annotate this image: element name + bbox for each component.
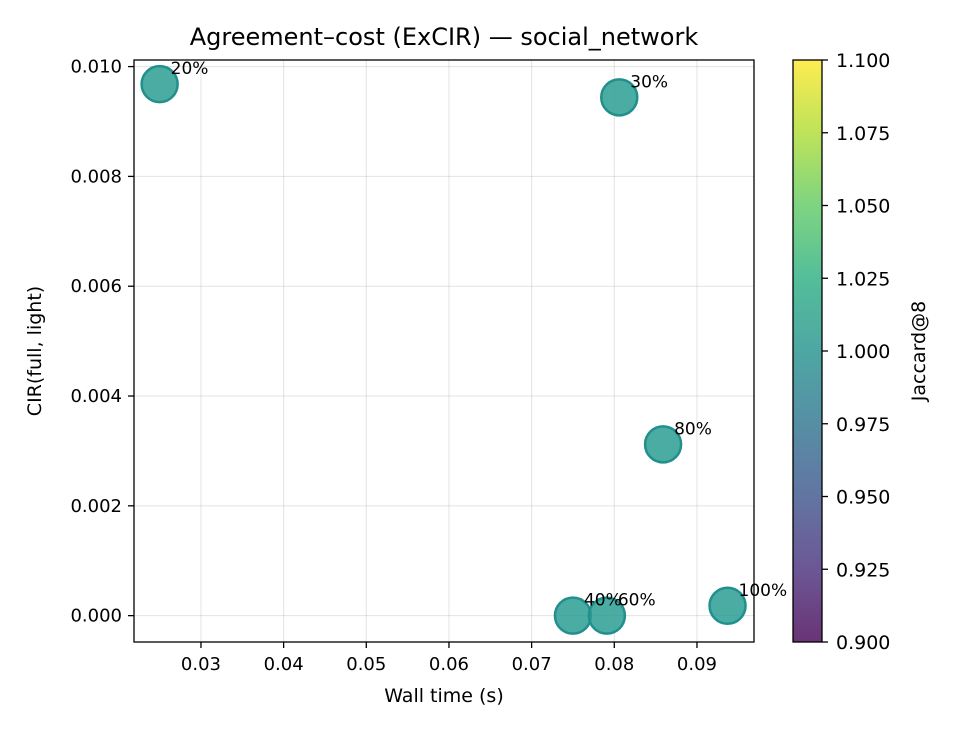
data-points <box>140 64 747 635</box>
point-label: 30% <box>630 72 668 92</box>
colorbar-tick-label: 1.075 <box>836 123 890 145</box>
x-axis-label: Wall time (s) <box>384 685 504 707</box>
colorbar-tick-label: 0.950 <box>836 487 890 509</box>
colorbar-label: Jaccard@8 <box>908 301 930 402</box>
colorbar-tick-label: 1.100 <box>836 50 890 72</box>
point-label: 20% <box>171 59 209 79</box>
point-label: 40% <box>584 591 622 611</box>
scatter-point <box>140 64 179 104</box>
x-tick-label: 0.04 <box>264 654 304 675</box>
point-label: 80% <box>674 419 712 439</box>
colorbar-tick-label: 1.050 <box>836 196 890 218</box>
point-label: 100% <box>739 581 788 601</box>
x-tick-label: 0.08 <box>594 654 634 675</box>
y-axis-label: CIR(full, light) <box>24 286 46 416</box>
plot-area-frame <box>133 59 755 643</box>
x-axis-ticks: 0.03 0.04 0.05 0.06 0.07 0.08 0.09 <box>181 642 717 675</box>
x-tick-label: 0.09 <box>677 654 717 675</box>
colorbar-tick-label: 0.900 <box>836 632 890 654</box>
x-tick-label: 0.06 <box>429 654 469 675</box>
x-tick-label: 0.05 <box>346 654 386 675</box>
y-tick-label: 0.004 <box>70 386 122 407</box>
colorbar-tick-label: 0.925 <box>836 559 890 581</box>
point-labels: 20% 30% 80% 40%60% 100% <box>171 59 788 610</box>
point-label: 60% <box>618 591 656 611</box>
y-tick-label: 0.008 <box>70 166 122 187</box>
y-tick-label: 0.002 <box>70 496 122 517</box>
y-tick-label: 0.010 <box>70 57 122 78</box>
colorbar-ticks: 0.900 0.925 0.950 0.975 1.000 1.025 1.050 1.075… <box>822 50 890 654</box>
scatter-point <box>587 596 627 635</box>
y-tick-label: 0.006 <box>70 276 122 297</box>
y-axis-ticks: 0.000 0.002 0.004 0.006 0.008 0.010 <box>70 57 134 627</box>
y-tick-label: 0.000 <box>70 606 122 627</box>
chart-title: Agreement–cost (ExCIR) — social_network <box>190 23 699 51</box>
colorbar-tick-label: 1.025 <box>836 268 890 290</box>
colorbar-tick-label: 1.000 <box>836 341 890 363</box>
colorbar <box>793 60 822 642</box>
scatter-point <box>643 425 683 464</box>
grid <box>134 60 754 642</box>
x-tick-label: 0.07 <box>512 654 552 675</box>
scatter-point <box>600 78 639 117</box>
x-tick-label: 0.03 <box>181 654 221 675</box>
scatter-point <box>708 586 747 626</box>
colorbar-tick-label: 0.975 <box>836 414 890 436</box>
